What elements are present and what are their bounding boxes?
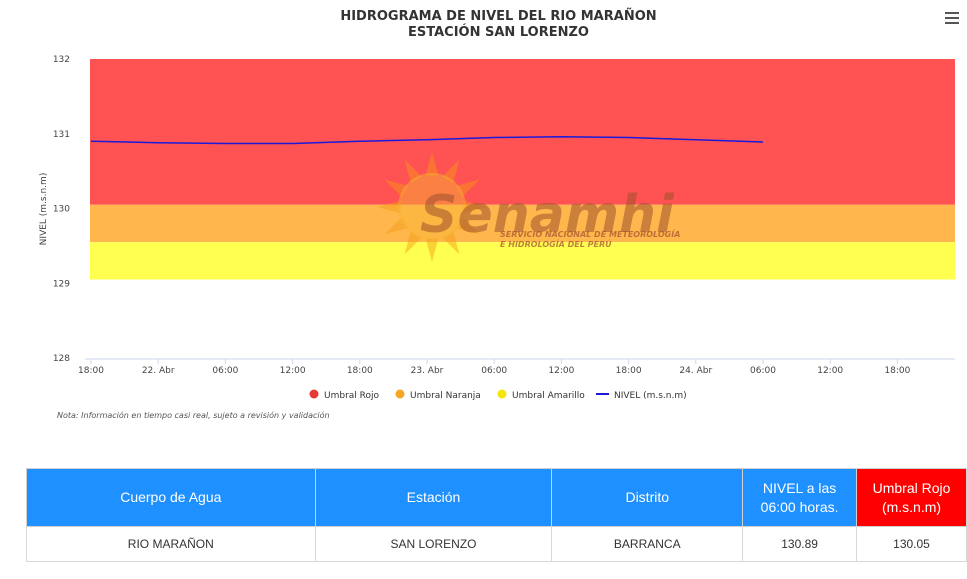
x-tick-label: 06:00 <box>212 366 238 376</box>
watermark-tagline-1: SERVICIO NACIONAL DE METEOROLOGÍA <box>500 228 680 239</box>
header-distrito: Distrito <box>551 468 744 527</box>
watermark-sun-ray <box>404 159 422 184</box>
header-nivel-line2: 06:00 horas. <box>760 498 839 515</box>
watermark-tagline-2: E HIDROLOGÍA DEL PERÚ <box>500 238 612 249</box>
header-umbral-line1: Umbral Rojo <box>872 479 951 496</box>
x-tick-label: 18:00 <box>616 366 642 376</box>
cell-umbral: 130.05 <box>856 526 967 562</box>
band-umbral-naranja <box>90 204 955 243</box>
watermark-sun-ray <box>455 217 480 235</box>
watermark-sun-ray <box>404 230 422 255</box>
chart-subtitle: ESTACIÓN SAN LORENZO <box>408 25 589 40</box>
legend-swatch-dot <box>497 389 507 399</box>
x-tick-label: 18:00 <box>884 366 910 376</box>
series-line-nivel <box>90 135 764 145</box>
watermark-sun-ray <box>377 200 401 214</box>
x-tick-label: 24. Abr <box>679 366 712 376</box>
watermark-logo-text: Senamhi <box>420 185 675 245</box>
x-tick-label: 12:00 <box>280 366 306 376</box>
station-table: Cuerpo de Agua Estación Distrito NIVEL a… <box>26 468 967 562</box>
legend-item-label: Umbral Amarillo <box>512 391 585 401</box>
table-row: RIO MARAÑON SAN LORENZO BARRANCA 130.89 … <box>26 526 967 562</box>
watermark-sun-ray <box>384 179 409 197</box>
y-tick-label: 130 <box>53 205 70 215</box>
band-umbral-amarillo <box>90 242 955 280</box>
chart-title: HIDROGRAMA DE NIVEL DEL RIO MARAÑON <box>340 9 657 24</box>
x-tick-label: 22. Abr <box>142 366 175 376</box>
x-tick-label: 23. Abr <box>411 366 444 376</box>
watermark-sun-ray <box>425 152 439 176</box>
y-axis-label: NIVEL (m.s.n.m) <box>39 173 49 246</box>
header-umbral-line2: (m.s.n.m) <box>881 498 942 515</box>
cell-nivel: 130.89 <box>742 526 858 562</box>
y-tick-label: 131 <box>53 130 70 140</box>
cell-cuerpo: RIO MARAÑON <box>26 526 316 562</box>
watermark-sun-ray <box>425 238 439 262</box>
y-tick-label: 132 <box>53 55 70 65</box>
watermark-sun <box>398 173 466 241</box>
table-header-row: Cuerpo de Agua Estación Distrito NIVEL a… <box>26 468 967 527</box>
header-nivel: NIVEL a las 06:00 horas. <box>742 468 858 527</box>
x-tick-label: 06:00 <box>481 366 507 376</box>
y-tick-label: 128 <box>53 354 70 364</box>
legend-item-label: Umbral Naranja <box>410 391 481 401</box>
hamburger-menu-icon[interactable] <box>945 12 959 26</box>
header-cuerpo: Cuerpo de Agua <box>26 468 316 527</box>
legend-item-label: NIVEL (m.s.n.m) <box>614 391 687 401</box>
watermark-sun-ray <box>442 159 460 184</box>
watermark-sun-ray <box>384 217 409 235</box>
x-tick-label: 12:00 <box>548 366 574 376</box>
legend-swatch-dot <box>309 389 319 399</box>
x-tick-label: 18:00 <box>347 366 373 376</box>
cell-distrito: BARRANCA <box>551 526 744 562</box>
watermark-sun-ray <box>463 200 487 214</box>
chart-title-block: HIDROGRAMA DE NIVEL DEL RIO MARAÑON ESTA… <box>0 9 967 41</box>
chart-note: Nota: Información en tiempo casi real, s… <box>57 411 330 420</box>
header-umbral: Umbral Rojo (m.s.n.m) <box>856 468 967 527</box>
x-tick-label: 12:00 <box>817 366 843 376</box>
x-tick-label: 18:00 <box>78 366 104 376</box>
watermark-sun-ray <box>442 230 460 255</box>
x-tick-label: 06:00 <box>750 366 776 376</box>
y-tick-label: 129 <box>53 279 70 289</box>
legend-item-label: Umbral Rojo <box>324 391 380 401</box>
header-nivel-line1: NIVEL a las <box>762 479 837 496</box>
cell-estacion: SAN LORENZO <box>314 526 553 562</box>
header-estacion: Estación <box>314 468 553 527</box>
watermark-sun-ray <box>455 179 480 197</box>
legend-swatch-dot <box>395 389 405 399</box>
band-umbral-rojo <box>90 59 955 205</box>
